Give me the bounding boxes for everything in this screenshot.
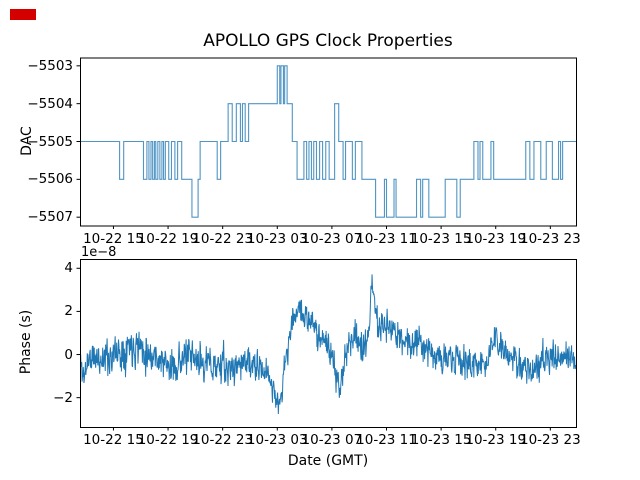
bottom-x-tick-label: 10-23 15 [410, 432, 472, 448]
figure-title: APOLLO GPS Clock Properties [203, 31, 453, 51]
top-y-tick-label: −5505 [27, 133, 73, 150]
top-x-tick-label: 10-22 23 [192, 230, 254, 247]
bottom-x-tick-label: 10-22 15 [83, 432, 144, 448]
top-x-tick-label: 10-23 03 [246, 230, 308, 247]
top-x-tick-label: 10-23 23 [519, 230, 581, 247]
top-y-tick-label: −5506 [27, 171, 73, 188]
bottom-x-tick-label: 10-23 23 [519, 432, 581, 448]
y-offset-label: 1e−8 [81, 245, 117, 260]
bottom-x-tick-label: 10-23 03 [246, 432, 308, 448]
bottom-x-tick-label: 10-23 11 [356, 432, 417, 448]
top-x-tick-label: 10-23 11 [356, 230, 417, 247]
bottom-y-axis-label: Phase (s) [18, 309, 34, 375]
bottom-y-tick-label: 4 [64, 260, 73, 277]
bottom-y-tick-label: −2 [53, 389, 73, 406]
top-x-tick-label: 10-23 07 [301, 230, 363, 247]
bottom-x-tick-label: 10-22 19 [137, 432, 199, 448]
bottom-y-tick-label: 2 [64, 303, 73, 320]
top-x-tick-label: 10-22 15 [83, 230, 144, 247]
top-x-tick-label: 10-22 19 [137, 230, 199, 247]
top-y-tick-label: −5503 [27, 57, 73, 74]
top-x-tick-label: 10-23 15 [410, 230, 472, 247]
bottom-x-tick-label: 10-23 19 [465, 432, 527, 448]
bottom-x-tick-label: 10-22 23 [192, 432, 254, 448]
bottom-x-tick-label: 10-23 07 [301, 432, 363, 448]
top-x-tick-label: 10-23 19 [465, 230, 527, 247]
bottom-y-tick-label: 0 [64, 346, 73, 363]
x-axis-label: Date (GMT) [287, 453, 369, 469]
top-y-tick-label: −5504 [27, 95, 73, 112]
top-y-tick-label: −5507 [27, 209, 73, 226]
